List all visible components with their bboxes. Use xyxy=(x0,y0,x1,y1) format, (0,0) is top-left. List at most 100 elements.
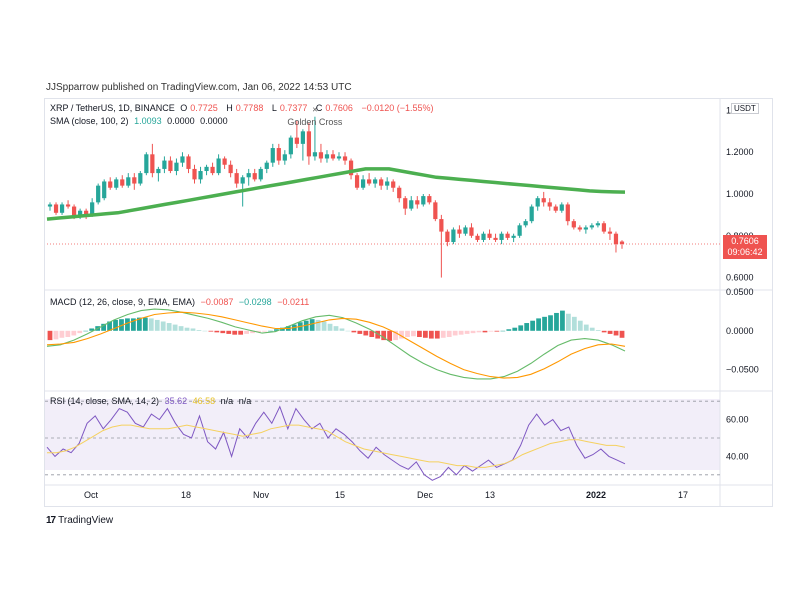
macd-histogram-bar xyxy=(125,318,130,331)
macd-histogram-bar xyxy=(262,330,267,332)
candle-body xyxy=(409,200,414,209)
current-price-value: 0.7606 xyxy=(731,236,759,246)
time-tick-label: Dec xyxy=(417,490,434,500)
macd-legend: MACD (12, 26, close, 9, EMA, EMA) −0.008… xyxy=(50,297,312,307)
macd-histogram-bar xyxy=(77,330,83,334)
macd-value-2: −0.0298 xyxy=(238,297,272,307)
candle-body xyxy=(342,156,348,161)
candle-body xyxy=(403,198,408,209)
macd-histogram-bar xyxy=(589,327,595,331)
macd-line xyxy=(46,308,626,380)
candle-body xyxy=(53,204,59,213)
macd-histogram-bar xyxy=(369,330,375,338)
candle-body xyxy=(541,198,546,203)
candle-body xyxy=(367,179,372,184)
time-tick-label: 15 xyxy=(335,490,345,500)
macd-histogram-bar xyxy=(339,328,345,331)
candle-body xyxy=(65,204,71,207)
candle-body xyxy=(168,160,173,172)
macd-histogram-bar xyxy=(518,325,524,331)
macd-histogram-bar xyxy=(548,315,553,331)
macd-histogram-bar xyxy=(244,330,250,334)
rsi-band-fill xyxy=(45,399,720,470)
candle-body xyxy=(385,181,390,186)
candle-body xyxy=(535,198,540,207)
candle-body xyxy=(240,177,245,184)
rsi-pane xyxy=(45,400,720,481)
candle-body xyxy=(589,225,594,228)
price-tick-label: 1.2000 xyxy=(726,147,754,157)
sma-value-2: 0.0000 xyxy=(167,116,195,126)
currency-badge[interactable]: USDT xyxy=(731,103,759,114)
sma-legend: SMA (close, 100, 2) 1.0093 0.0000 0.0000 xyxy=(50,116,231,126)
macd-histogram-bar xyxy=(214,330,220,333)
sma-value-1: 1.0093 xyxy=(134,116,162,126)
macd-histogram-bar xyxy=(59,330,65,338)
candle-body xyxy=(246,173,251,178)
macd-histogram-bar xyxy=(458,330,464,335)
candle-body xyxy=(583,227,588,230)
macd-histogram-bar xyxy=(583,324,589,331)
sma-label: SMA (close, 100, 2) xyxy=(50,116,129,126)
macd-histogram-bar xyxy=(142,317,148,331)
candle-body xyxy=(487,233,492,238)
rsi-line xyxy=(46,405,626,481)
change-value: −0.0120 (−1.55%) xyxy=(361,103,434,113)
candle-body xyxy=(222,158,227,165)
open-value: 0.7725 xyxy=(190,103,218,113)
macd-histogram-bar xyxy=(393,330,398,341)
macd-tick-label: −0.0500 xyxy=(726,365,759,375)
macd-histogram-bar xyxy=(53,330,59,340)
macd-histogram-bar xyxy=(381,330,387,341)
rsi-value-2: 46.58 xyxy=(192,396,216,406)
candle-body xyxy=(288,137,293,155)
candle-body xyxy=(595,223,601,226)
macd-histogram-bar xyxy=(500,330,506,332)
high-value: 0.7788 xyxy=(235,103,264,113)
chart-frame xyxy=(44,98,773,507)
macd-tick-label: 0.0500 xyxy=(726,287,754,297)
candle-body xyxy=(360,179,366,188)
candle-body xyxy=(397,187,402,199)
tradingview-logo: 17 TradingView xyxy=(46,515,113,526)
candle-body xyxy=(180,156,185,163)
time-tick-label: 17 xyxy=(678,490,688,500)
macd-histogram-bar xyxy=(446,330,452,338)
open-label: O xyxy=(180,103,188,113)
candle-body xyxy=(391,181,396,188)
candle-body xyxy=(559,204,564,211)
macd-histogram-bar xyxy=(607,330,613,334)
macd-histogram-bar xyxy=(452,330,458,336)
macd-histogram-bar xyxy=(274,329,279,331)
candle-body xyxy=(373,179,378,184)
macd-histogram-bar xyxy=(196,330,202,331)
macd-histogram-bar xyxy=(256,330,261,333)
macd-histogram-bar xyxy=(405,330,410,338)
macd-histogram-bar xyxy=(178,326,184,331)
candle-body xyxy=(529,206,534,222)
macd-histogram-bar xyxy=(101,323,106,331)
macd-histogram-bar xyxy=(554,312,559,331)
price-pane: × Golden Cross xyxy=(46,105,720,278)
rsi-ma-line xyxy=(47,424,626,468)
candle-body xyxy=(415,200,420,205)
candle-body xyxy=(132,177,137,184)
candle-body xyxy=(445,231,450,243)
macd-histogram-bar xyxy=(470,330,476,334)
macd-histogram-bar xyxy=(411,330,416,337)
macd-histogram-bar xyxy=(321,321,327,331)
candle-body xyxy=(144,154,149,174)
time-tick-label: Oct xyxy=(84,490,99,500)
macd-histogram-bar xyxy=(232,330,238,335)
golden-cross-label: Golden Cross xyxy=(287,117,343,127)
macd-histogram-bar xyxy=(530,320,536,331)
macd-tick-label: 0.0000 xyxy=(726,326,754,336)
candle-body xyxy=(348,160,354,176)
candle-body xyxy=(547,202,552,207)
macd-histogram-bar xyxy=(71,330,77,336)
candle-body xyxy=(619,241,625,245)
candle-body xyxy=(198,171,203,180)
macd-histogram-bar xyxy=(577,320,583,331)
candle-body xyxy=(252,173,257,180)
macd-histogram-bar xyxy=(89,328,95,331)
